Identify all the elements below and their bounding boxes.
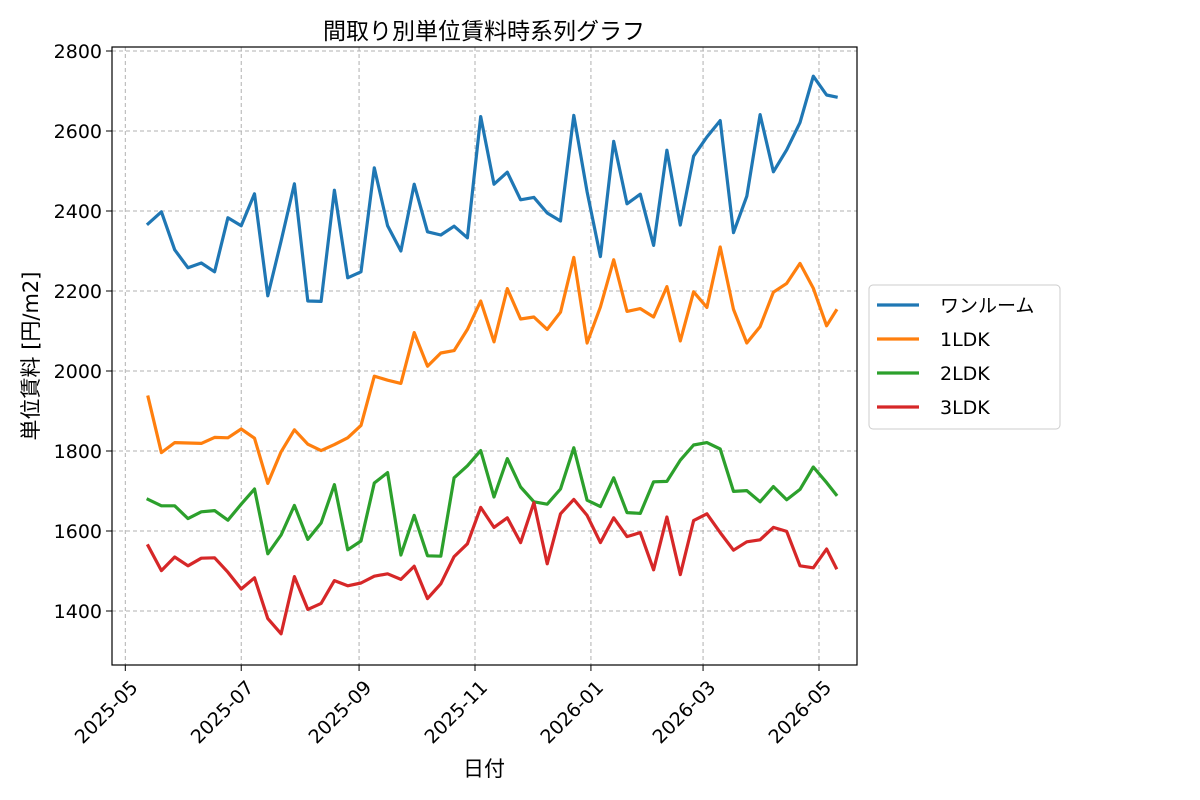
- y-tick-label: 1600: [54, 521, 102, 543]
- y-tick-label: 2000: [54, 361, 102, 383]
- x-tick-label: 2026-01: [536, 677, 608, 749]
- legend-label-3: 2LDK: [940, 363, 990, 385]
- x-axis: 2025-05 2025-07 2025-09 2025-11 2026-01 2026-…: [71, 665, 836, 748]
- y-axis: 1400 1600 1800 2000 2200 2400 2600 2800: [54, 41, 112, 623]
- legend-label-1: ワンルーム: [940, 295, 1034, 317]
- y-tick-label: 2600: [54, 121, 102, 143]
- chart-title: 間取り別単位賃料時系列グラフ: [323, 19, 645, 45]
- x-tick-label: 2025-07: [187, 677, 259, 749]
- series-line-1: [145, 74, 838, 303]
- series-lines: [145, 74, 839, 636]
- plot-frame: [111, 46, 858, 666]
- y-axis-title: 単位賃料 [円/m2]: [19, 272, 43, 441]
- legend-label-4: 3LDK: [940, 397, 990, 419]
- x-tick-label: 2025-09: [305, 677, 377, 749]
- series-line-4: [145, 497, 839, 636]
- x-tick-label: 2025-11: [420, 677, 492, 749]
- x-axis-title: 日付: [463, 757, 505, 781]
- y-tick-label: 2200: [54, 281, 102, 303]
- y-tick-label: 1800: [54, 441, 102, 463]
- series-line-2: [146, 245, 839, 485]
- legend: ワンルーム 1LDK 2LDK 3LDK: [868, 284, 1061, 430]
- y-tick-label: 1400: [54, 601, 102, 623]
- series-line-3: [145, 441, 839, 558]
- legend-box: [868, 284, 1061, 430]
- x-tick-label: 2025-05: [71, 677, 143, 749]
- legend-label-2: 1LDK: [940, 329, 990, 351]
- x-tick-label: 2026-03: [649, 677, 721, 749]
- y-tick-label: 2400: [54, 201, 102, 223]
- y-tick-label: 2800: [54, 41, 102, 63]
- x-tick-label: 2026-05: [764, 677, 836, 749]
